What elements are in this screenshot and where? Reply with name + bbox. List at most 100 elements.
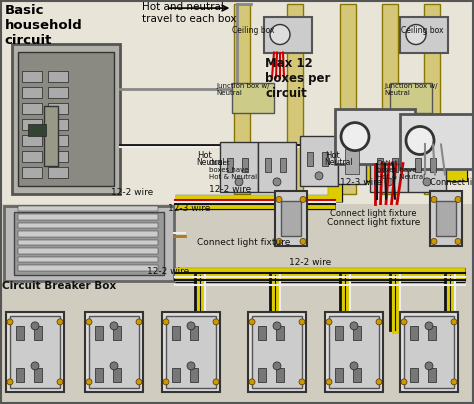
Bar [22,71,42,82]
Circle shape [326,379,332,385]
Bar [48,87,68,98]
Circle shape [385,178,393,186]
Bar [4,206,174,281]
Bar [335,109,415,164]
Text: Neutral: Neutral [197,158,225,167]
Bar [370,142,408,192]
Bar [18,265,158,271]
Circle shape [213,379,219,385]
Circle shape [136,319,142,325]
Bar [410,326,418,340]
Circle shape [235,178,243,186]
Circle shape [300,238,306,244]
Circle shape [425,362,433,370]
Bar [34,326,42,340]
Bar [28,124,46,136]
Bar [48,167,68,178]
Bar [44,106,58,166]
Bar [329,316,379,388]
Text: Outlet
boxes have
Hot & Neutral: Outlet boxes have Hot & Neutral [377,160,425,180]
Bar [280,158,286,172]
Text: 12-3 wire: 12-3 wire [168,204,210,213]
Bar [85,312,143,392]
Bar [404,316,454,388]
Circle shape [86,379,92,385]
Bar [12,44,120,194]
Bar [95,368,103,382]
Circle shape [299,379,305,385]
Bar [18,240,158,245]
Bar [392,158,398,172]
Bar [300,136,338,186]
Bar [10,316,60,388]
Circle shape [326,319,332,325]
Bar [18,214,158,220]
Bar [89,316,139,388]
Circle shape [451,379,457,385]
Text: Hot: Hot [197,152,211,160]
Bar [242,158,248,172]
Circle shape [110,362,118,370]
Bar [227,158,233,172]
Text: Junction box w/
Neutral: Junction box w/ Neutral [217,83,270,96]
Circle shape [423,178,431,186]
Bar [22,119,42,130]
Circle shape [350,322,358,330]
Bar [22,151,42,162]
Bar [18,231,158,237]
Bar [0,204,474,404]
Bar [340,4,356,194]
Bar [410,368,418,382]
Circle shape [270,25,290,44]
Bar [390,83,432,113]
Bar [415,158,421,172]
Bar [190,368,198,382]
Circle shape [406,25,426,44]
Text: 12-2 wire: 12-2 wire [111,188,154,197]
Bar [34,368,42,382]
Circle shape [401,379,407,385]
Bar [400,114,474,170]
Text: Basic
household
circuit: Basic household circuit [5,4,82,47]
Circle shape [276,238,282,244]
Circle shape [31,322,39,330]
Bar [307,152,313,166]
Bar [172,326,180,340]
Circle shape [136,379,142,385]
Circle shape [163,379,169,385]
Bar [18,223,158,228]
Bar [18,257,158,262]
Circle shape [401,319,407,325]
Bar [276,326,284,340]
Text: Circuit Breaker Box: Circuit Breaker Box [2,281,117,291]
Bar [18,248,158,254]
Circle shape [299,319,305,325]
Bar [18,206,158,211]
Circle shape [455,196,461,202]
Bar [338,139,366,184]
Circle shape [187,362,195,370]
Circle shape [31,362,39,370]
Bar [22,167,42,178]
Bar [48,103,68,114]
Bar [335,368,343,382]
Circle shape [110,322,118,330]
Bar [166,316,216,388]
Circle shape [7,319,13,325]
Circle shape [249,379,255,385]
Bar [258,326,266,340]
Text: Junction box w/
Neutral: Junction box w/ Neutral [384,83,438,96]
Circle shape [315,172,323,180]
Bar [18,53,114,186]
Bar [232,83,274,113]
Circle shape [273,178,281,186]
Text: 12-3 wire: 12-3 wire [340,178,383,187]
Text: Connect light fixture: Connect light fixture [430,178,474,187]
Bar [113,326,121,340]
Bar [287,4,303,194]
Bar [264,17,312,53]
Bar [220,142,258,192]
Bar [113,368,121,382]
Circle shape [451,319,457,325]
Bar [22,87,42,98]
